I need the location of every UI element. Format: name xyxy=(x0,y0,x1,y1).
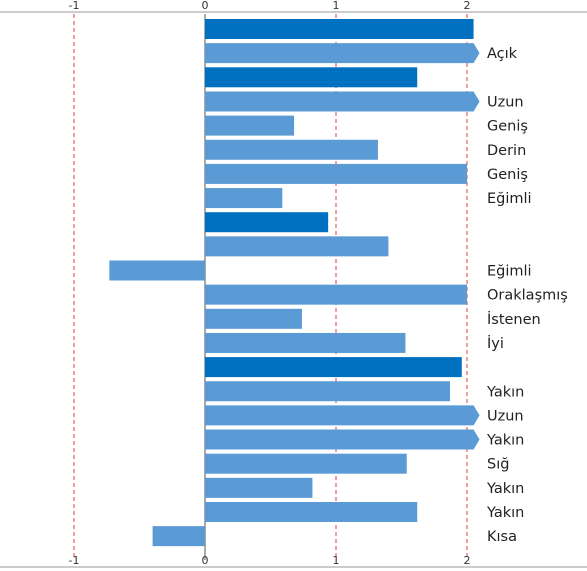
bar xyxy=(205,139,378,160)
category-label: Derin xyxy=(487,143,526,159)
category-labels: Açık Uzun Geniş Derin Geniş Eğimli Eğimli Orakl… xyxy=(486,46,568,545)
bars xyxy=(109,19,480,547)
category-label: Uzun xyxy=(487,408,524,424)
category-label: Geniş xyxy=(487,167,528,183)
category-label: Yakın xyxy=(486,505,524,521)
top-tick-label: 1 xyxy=(333,0,340,12)
bar-arrow xyxy=(205,43,480,64)
category-label: Eğimli xyxy=(487,264,532,280)
bar-arrow xyxy=(205,429,480,450)
bar xyxy=(205,188,283,209)
bottom-tick-label: -1 xyxy=(69,554,80,567)
category-label: Yakın xyxy=(486,384,524,400)
top-tick-label: 2 xyxy=(464,0,471,12)
bar xyxy=(205,236,389,257)
category-label: Eğimli xyxy=(487,191,532,207)
category-label: Yakın xyxy=(486,433,524,449)
bar-arrow xyxy=(205,91,480,112)
category-label: Geniş xyxy=(487,119,528,135)
top-tick-label: 0 xyxy=(202,0,209,12)
bar xyxy=(205,308,302,329)
bar-arrow xyxy=(205,405,480,426)
top-tick-label: -1 xyxy=(69,0,80,12)
bar xyxy=(205,163,467,184)
bottom-tick-label: 2 xyxy=(464,554,471,567)
category-label: Yakın xyxy=(486,481,524,497)
bottom-tick-label: 1 xyxy=(333,554,340,567)
category-label: Sığ xyxy=(487,457,509,473)
bar xyxy=(205,477,313,498)
bar xyxy=(205,357,462,378)
bar xyxy=(205,502,418,522)
bar xyxy=(205,67,418,88)
category-label: Oraklaşmış xyxy=(487,288,568,304)
bar xyxy=(205,332,406,353)
bottom-tick-label: 0 xyxy=(202,554,209,567)
bar xyxy=(152,526,205,547)
bar xyxy=(109,260,205,281)
category-label: Açık xyxy=(487,46,518,62)
bar xyxy=(205,19,474,39)
bar xyxy=(205,453,407,474)
category-label: Uzun xyxy=(487,94,524,110)
bar xyxy=(205,381,450,402)
bar xyxy=(205,284,467,305)
bar xyxy=(205,212,329,233)
category-label: Kısa xyxy=(487,529,517,545)
category-label: İyi xyxy=(487,334,504,352)
bar xyxy=(205,115,295,136)
category-label: İstenen xyxy=(487,310,541,328)
